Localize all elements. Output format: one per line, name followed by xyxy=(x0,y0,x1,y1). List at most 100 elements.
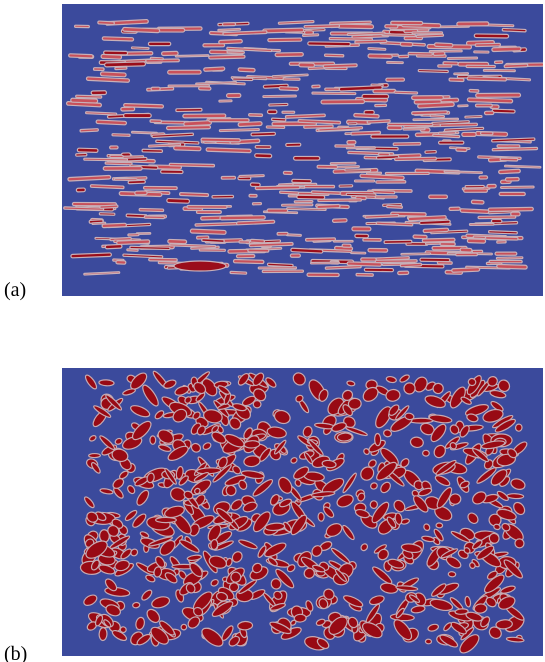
texture-blob xyxy=(399,41,414,47)
texture-blob xyxy=(376,461,398,481)
texture-blob xyxy=(383,239,413,245)
texture-blob xyxy=(505,636,525,643)
texture-blob xyxy=(362,386,379,402)
texture-blob xyxy=(397,270,410,276)
texture-blob xyxy=(375,406,392,429)
texture-blob xyxy=(355,272,374,277)
texture-blob xyxy=(369,500,378,510)
texture-blob xyxy=(183,120,212,127)
texture-blob xyxy=(243,440,261,449)
texture-blob xyxy=(284,113,326,119)
texture-blob xyxy=(413,376,428,393)
texture-blob xyxy=(499,157,519,162)
texture-blob xyxy=(164,505,185,519)
texture-blob xyxy=(193,381,207,395)
texture-blob xyxy=(86,511,99,523)
texture-blob xyxy=(501,522,511,532)
texture-blob xyxy=(248,241,294,248)
texture-blob xyxy=(380,447,399,466)
texture-blob xyxy=(490,400,504,412)
texture-blob xyxy=(457,104,469,108)
texture-blob xyxy=(336,494,354,508)
texture-blob xyxy=(298,62,316,68)
texture-blob xyxy=(403,382,416,395)
texture-blob xyxy=(424,638,433,645)
texture-blob xyxy=(315,618,326,626)
texture-blob xyxy=(111,133,131,137)
texture-blob xyxy=(431,583,447,597)
texture-blob xyxy=(488,259,523,264)
texture-blob xyxy=(474,103,493,108)
texture-blob xyxy=(170,487,187,502)
texture-blob xyxy=(142,185,178,191)
texture-blob xyxy=(418,219,451,226)
texture-blob xyxy=(305,600,314,612)
texture-blob xyxy=(136,489,150,506)
texture-blob xyxy=(346,380,356,387)
texture-blob xyxy=(91,221,107,226)
texture-blob xyxy=(129,245,171,251)
texture-blob xyxy=(250,131,277,137)
texture-blob xyxy=(155,555,166,568)
texture-blob xyxy=(410,605,426,614)
texture-blob xyxy=(217,456,228,469)
texture-blob xyxy=(336,432,353,442)
texture-blob xyxy=(386,516,397,529)
texture-blob xyxy=(270,117,287,122)
texture-blob xyxy=(360,257,377,262)
texture-blob xyxy=(277,19,315,25)
texture-blob xyxy=(158,444,172,452)
texture-blob xyxy=(498,191,526,197)
texture-blob xyxy=(402,127,426,131)
texture-blob xyxy=(163,379,177,389)
texture-blob xyxy=(116,239,151,246)
texture-blob xyxy=(318,388,329,402)
texture-blob xyxy=(166,197,191,204)
texture-blob xyxy=(375,180,407,184)
texture-blob xyxy=(354,39,388,44)
texture-blob xyxy=(264,522,286,532)
texture-blob xyxy=(437,131,457,135)
texture-blob xyxy=(216,507,234,524)
texture-blob xyxy=(211,601,234,618)
texture-blob xyxy=(393,90,419,95)
texture-blob xyxy=(269,493,280,506)
texture-blob xyxy=(483,574,505,594)
texture-blob xyxy=(70,252,112,259)
texture-blob xyxy=(472,491,487,505)
texture-blob xyxy=(278,86,300,92)
texture-blob xyxy=(293,466,310,480)
texture-blob xyxy=(417,487,433,497)
texture-blob xyxy=(482,68,516,73)
texture-blob xyxy=(278,182,294,187)
texture-blob xyxy=(464,115,483,119)
texture-blob xyxy=(354,508,370,519)
texture-blob xyxy=(367,47,387,51)
texture-blob xyxy=(421,535,436,543)
texture-blob xyxy=(276,231,289,236)
texture-blob xyxy=(264,542,287,558)
texture-blob xyxy=(346,31,386,37)
texture-blob xyxy=(385,375,397,384)
texture-blob xyxy=(474,42,501,48)
texture-blob xyxy=(367,53,393,59)
texture-blob xyxy=(466,413,479,423)
texture-blob xyxy=(130,405,151,418)
texture-blob xyxy=(304,237,337,242)
texture-blob xyxy=(217,385,231,395)
texture-blob xyxy=(377,548,389,561)
texture-blob xyxy=(429,114,446,119)
texture-blob xyxy=(146,608,161,624)
texture-blob xyxy=(514,538,525,549)
texture-blob xyxy=(268,102,289,107)
texture-blob xyxy=(73,24,90,29)
texture-blob xyxy=(85,540,108,559)
texture-blob xyxy=(439,634,459,648)
texture-blob xyxy=(109,145,119,150)
texture-blob xyxy=(390,211,427,217)
texture-blob xyxy=(428,194,449,200)
texture-blob xyxy=(417,68,449,74)
texture-blob xyxy=(251,562,263,574)
texture-blob xyxy=(282,170,293,176)
panel-label: (b) xyxy=(4,643,27,662)
